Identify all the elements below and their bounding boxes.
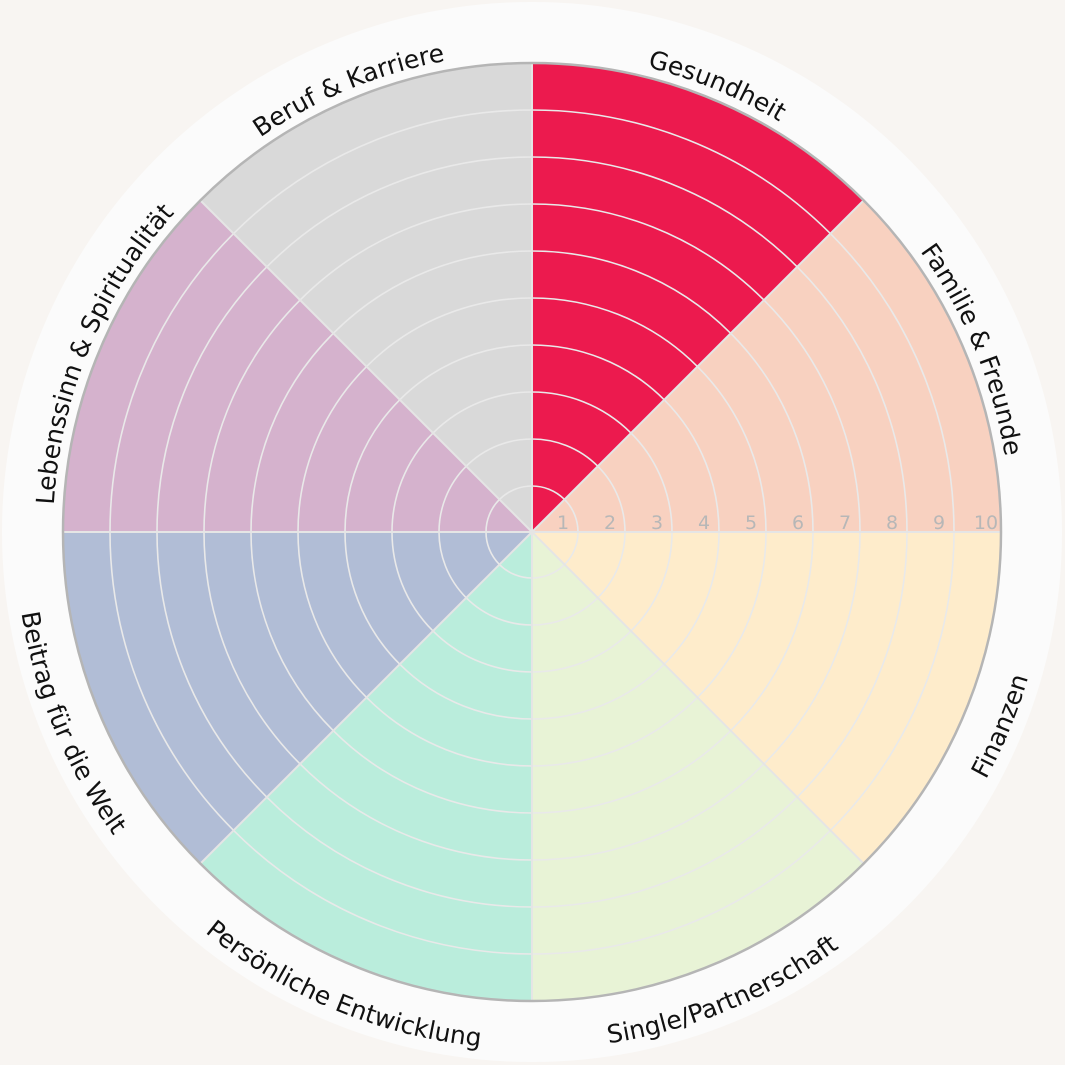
segment-beruf-karriere[interactable]	[200, 63, 532, 532]
segment-gesundheit[interactable]	[532, 63, 864, 532]
wheel-border	[61, 61, 1003, 1003]
segment-divider	[199, 531, 533, 865]
segment-finanzen[interactable]	[532, 532, 1001, 864]
segment-persönliche-entwicklung[interactable]	[200, 532, 532, 1001]
scale-number: 9	[933, 512, 945, 534]
segments-layer	[63, 63, 1001, 1001]
scale-number: 4	[698, 512, 710, 534]
scale-number: 8	[886, 512, 898, 534]
segment-single-partnerschaft[interactable]	[532, 532, 864, 1001]
scale-number: 7	[839, 512, 851, 534]
scale-number: 6	[792, 512, 804, 534]
segment-divider	[531, 199, 865, 533]
scale-number: 5	[745, 512, 757, 534]
segment-divider	[531, 531, 865, 865]
segment-familie-freunde[interactable]	[532, 200, 1001, 532]
scale-number: 2	[604, 512, 616, 534]
segment-divider	[199, 199, 533, 533]
segment-beitrag-für-die-welt[interactable]	[63, 532, 532, 864]
scale-numbers: 1 2 3 4 5 6 7 8 9 10	[557, 512, 998, 534]
segment-dividers	[63, 63, 1001, 1001]
scale-number: 3	[651, 512, 663, 534]
scale-number: 10	[974, 512, 998, 534]
segment-lebenssinn-spiritualität[interactable]	[63, 200, 532, 532]
scale-number: 1	[557, 512, 569, 534]
